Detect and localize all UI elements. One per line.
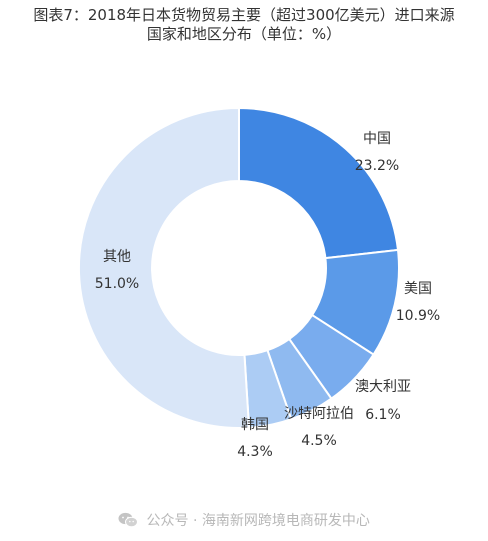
donut-slices: [77, 106, 400, 429]
slice-label-name-3: 澳大利亚: [355, 379, 411, 395]
slice-label-name-2: 美国: [404, 281, 432, 297]
chart-title-line-1: 图表7：2018年日本货物贸易主要（超过300亿美元）进口来源: [33, 6, 455, 24]
slice-6: [77, 106, 251, 429]
slice-label-value-3: 6.1%: [365, 407, 401, 423]
slice-label-name-1: 中国: [363, 131, 391, 147]
slice-label-name-6: 其他: [103, 249, 131, 265]
slice-label-value-4: 4.5%: [301, 433, 337, 449]
watermark: 公众号 · 海南新网跨境电商研发中心: [0, 510, 488, 530]
chart-title: 图表7：2018年日本货物贸易主要（超过300亿美元）进口来源 国家和地区分布（…: [0, 6, 488, 44]
slice-label-value-1: 23.2%: [355, 158, 399, 174]
slice-label-value-2: 10.9%: [396, 308, 440, 324]
slice-labels: 中国 23.2% 美国 10.9% 澳大利亚 6.1% 沙特阿拉伯 4.5% 韩国 4.3% 其他 5…: [95, 131, 440, 460]
wechat-icon: [118, 512, 139, 528]
slice-label-name-4: 沙特阿拉伯: [284, 406, 354, 422]
slice-label-name-5: 韩国: [241, 417, 269, 433]
slice-1: [238, 106, 400, 260]
chart-title-line-2: 国家和地区分布（单位：%）: [146, 25, 342, 43]
slice-label-value-5: 4.3%: [237, 444, 273, 460]
watermark-text: 公众号 · 海南新网跨境电商研发中心: [146, 513, 370, 529]
slice-label-value-6: 51.0%: [95, 276, 139, 292]
